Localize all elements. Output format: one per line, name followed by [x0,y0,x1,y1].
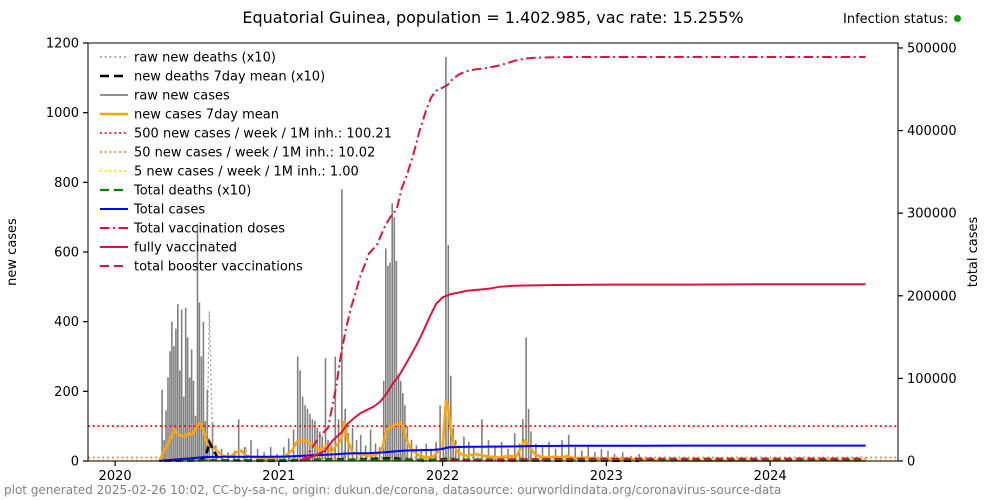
legend-label-threshold-500-per-week: 500 new cases / week / 1M inh.: 100.21 [134,127,392,142]
y-right-tick-label: 300000 [907,207,957,222]
y-left-tick-label: 0 [71,455,79,470]
y-left-tick-label: 1200 [46,37,79,52]
page-title: Equatorial Guinea, population = 1.402.98… [242,8,744,27]
legend-label-threshold-50-per-week: 50 new cases / week / 1M inh.: 10.02 [134,146,375,161]
y-left-tick-label: 400 [54,315,79,330]
x-tick-label: 2020 [99,469,132,484]
x-tick-label: 2021 [262,469,295,484]
legend-label-fully-vaccinated: fully vaccinated [134,241,237,256]
y-left-tick-label: 200 [54,385,79,400]
legend-label-new-cases-7day-mean: new cases 7day mean [134,108,279,123]
series-total-vaccination-doses [299,56,866,462]
legend [100,56,128,267]
series-total-deaths-x10 [164,458,866,463]
infection-status: Infection status: [843,12,962,27]
series-total-booster-vaccinations [439,457,866,462]
legend-label-new-deaths-7day-mean-x10: new deaths 7day mean (x10) [134,70,325,85]
legend-label-total-vaccination-doses: Total vaccination doses [133,222,285,237]
footer-credits: plot generated 2025-02-26 10:02, CC-by-s… [4,483,782,497]
y-right-tick-label: 500000 [907,41,957,56]
infection-status-label: Infection status: [843,12,949,27]
y-left-tick-label: 800 [54,176,79,191]
y-left-axis-label: new cases [5,218,20,286]
series-total-cases [159,444,866,462]
y-left-tick-label: 1000 [46,106,79,121]
x-tick-label: 2022 [426,469,459,484]
y-left-tick-label: 600 [54,246,79,261]
y-right-tick-label: 100000 [907,372,957,387]
x-tick-label: 2023 [590,469,623,484]
legend-label-threshold-5-per-week: 5 new cases / week / 1M inh.: 1.00 [134,165,359,180]
series-new-cases-7day-mean [158,398,866,463]
series-raw-new-deaths-x10 [164,311,640,461]
legend-label-total-booster-vaccinations: total booster vaccinations [134,260,303,275]
infection-status-dot-icon [954,15,962,22]
y-right-tick-label: 200000 [907,289,957,304]
x-tick-label: 2024 [754,469,787,484]
y-right-axis-label: total cases [966,217,981,288]
y-right-tick-label: 400000 [907,124,957,139]
y-right-tick-label: 0 [907,455,915,470]
legend-label-raw-new-cases: raw new cases [134,89,230,104]
legend-label-total-cases: Total cases [133,203,205,218]
legend-label-raw-new-deaths-x10: raw new deaths (x10) [134,51,276,66]
series-fully-vaccinated [299,283,866,462]
legend-label-total-deaths-x10: Total deaths (x10) [133,184,251,199]
